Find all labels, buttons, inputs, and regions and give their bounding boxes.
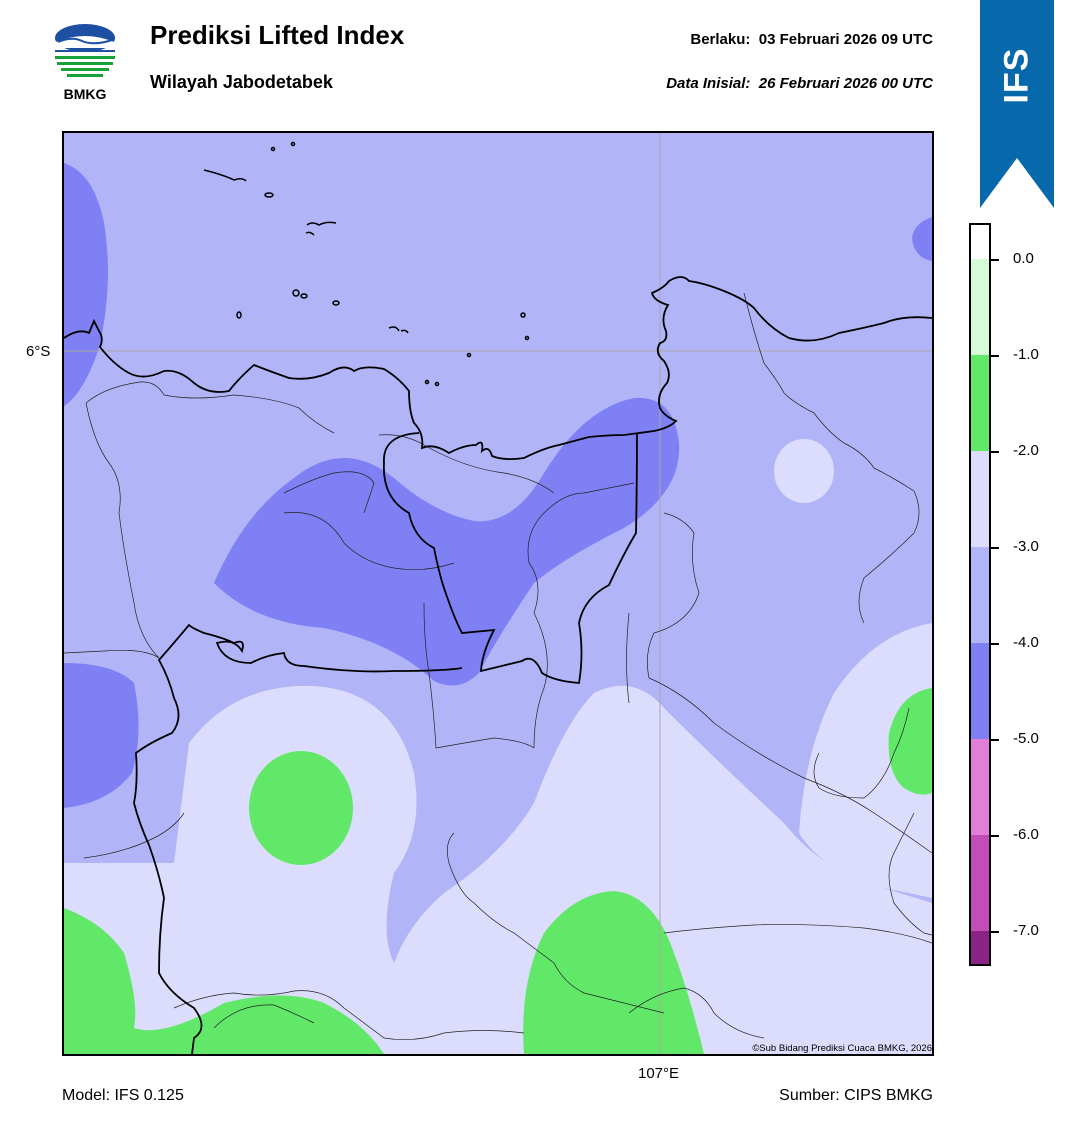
field-medium-northeast xyxy=(912,217,932,261)
init-value: 26 Februari 2026 00 UTC xyxy=(758,75,933,92)
legend-tick-label: -3.0 xyxy=(1013,538,1039,555)
legend-band xyxy=(971,355,989,451)
legend-tick-label: -6.0 xyxy=(1013,826,1039,843)
legend-tick-label: -2.0 xyxy=(1013,442,1039,459)
copyright-note: ©Sub Bidang Prediksi Cuaca BMKG, 2026 xyxy=(752,1043,932,1054)
latitude-label: 6°S xyxy=(26,343,51,360)
legend-tick-mark xyxy=(991,739,999,741)
legend-band xyxy=(971,547,989,643)
valid-value: 03 Februari 2026 09 UTC xyxy=(758,31,933,48)
legend-tick-mark xyxy=(991,451,999,453)
legend-tick-mark xyxy=(991,355,999,357)
legend-band xyxy=(971,225,989,259)
valid-time: Berlaku: 03 Februari 2026 09 UTC xyxy=(690,31,933,48)
java-coastline xyxy=(64,276,932,461)
legend-tick-label: -7.0 xyxy=(1013,922,1039,939)
field-light-northeast xyxy=(774,439,834,503)
page-title: Prediksi Lifted Index xyxy=(150,20,405,50)
legend-tick-mark xyxy=(991,835,999,837)
province-boundary-west xyxy=(133,623,463,1054)
init-label: Data Inisial: xyxy=(666,75,751,92)
field-light-east xyxy=(799,623,932,898)
legend-colorbar xyxy=(969,223,991,966)
regency-boundaries xyxy=(64,292,932,1040)
field-green-southwest xyxy=(64,908,384,1054)
field-green-east xyxy=(888,688,932,795)
field-medium-west-top xyxy=(64,163,108,406)
field-medium-central xyxy=(214,397,680,686)
init-time: Data Inisial: 26 Februari 2026 00 UTC xyxy=(666,75,933,92)
legend-tick-mark xyxy=(991,931,999,933)
ribbon-label: IFS xyxy=(997,47,1036,103)
region-subtitle: Wilayah Jabodetabek xyxy=(150,72,333,92)
legend-tick-label: 0.0 xyxy=(1013,250,1034,267)
legend-tick-mark xyxy=(991,643,999,645)
legend-band xyxy=(971,739,989,835)
lifted-index-map xyxy=(62,131,934,1056)
bmkg-logo xyxy=(55,24,115,77)
legend-tick-label: -1.0 xyxy=(1013,346,1039,363)
legend-band xyxy=(971,451,989,547)
model-ribbon xyxy=(980,0,1054,208)
island-group xyxy=(203,141,530,387)
longitude-label: 107°E xyxy=(638,1065,680,1082)
field-green-south xyxy=(523,891,704,1054)
province-boundary-banten xyxy=(383,432,638,684)
model-label: Model: IFS 0.125 xyxy=(62,1087,184,1104)
legend-band xyxy=(971,835,989,931)
legend-tick-mark xyxy=(991,259,999,261)
legend-band xyxy=(971,931,989,964)
legend-tick-label: -5.0 xyxy=(1013,730,1039,747)
field-green-west xyxy=(249,751,353,865)
field-medium-west-mid xyxy=(64,663,139,808)
source-label: Sumber: CIPS BMKG xyxy=(779,1087,933,1104)
legend-tick-label: -4.0 xyxy=(1013,634,1039,651)
legend-tick-mark xyxy=(991,547,999,549)
logo-text: BMKG xyxy=(63,86,107,102)
legend-band xyxy=(971,259,989,355)
legend-band xyxy=(971,643,989,739)
valid-label: Berlaku: xyxy=(690,31,751,48)
map-canvas xyxy=(64,133,932,1054)
